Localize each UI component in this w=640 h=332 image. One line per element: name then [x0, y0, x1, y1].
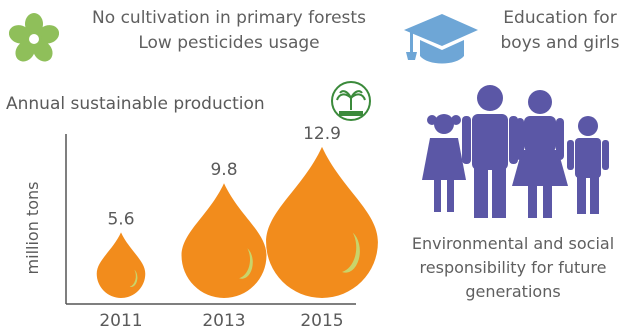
chart-title: Annual sustainable production — [6, 94, 265, 114]
droplet-highlight-2015 — [342, 232, 360, 273]
production-chart: million tons 5.6 2011 9.8 2013 12.9 2015 — [23, 124, 378, 331]
forest-line-2: Low pesticides usage — [138, 33, 320, 53]
education-line-2: boys and girls — [500, 33, 620, 53]
droplet-highlight-2013 — [239, 248, 253, 279]
forest-line-1: No cultivation in primary forests — [92, 8, 366, 28]
flower-icon — [8, 13, 60, 62]
responsibility-line-3: generations — [465, 282, 561, 301]
palm-seal-icon — [331, 81, 371, 121]
droplet-2015 — [266, 146, 378, 298]
forest-practices-text: No cultivation in primary forests Low pe… — [68, 6, 390, 56]
value-label-2015: 12.9 — [303, 124, 341, 144]
x-tick-label-2015: 2015 — [300, 311, 343, 331]
x-tick-label-2013: 2013 — [202, 311, 245, 331]
graduation-cap-icon — [404, 14, 478, 64]
y-axis-label: million tons — [23, 182, 42, 275]
droplet-highlight-2011 — [129, 269, 138, 287]
education-line-1: Education for — [503, 8, 617, 28]
chart-marks: 5.6 2011 9.8 2013 12.9 2015 — [96, 124, 378, 331]
value-label-2011: 5.6 — [107, 209, 134, 229]
education-text: Education for boys and girls — [482, 6, 638, 56]
responsibility-line-1: Environmental and social — [411, 234, 615, 253]
droplet-2011 — [96, 232, 146, 298]
value-label-2013: 9.8 — [210, 160, 237, 180]
responsibility-text: Environmental and social responsibility … — [386, 232, 640, 304]
x-tick-label-2011: 2011 — [99, 311, 142, 331]
droplet-2013 — [181, 183, 267, 298]
family-icon — [422, 85, 609, 218]
responsibility-line-2: responsibility for future — [419, 258, 607, 277]
